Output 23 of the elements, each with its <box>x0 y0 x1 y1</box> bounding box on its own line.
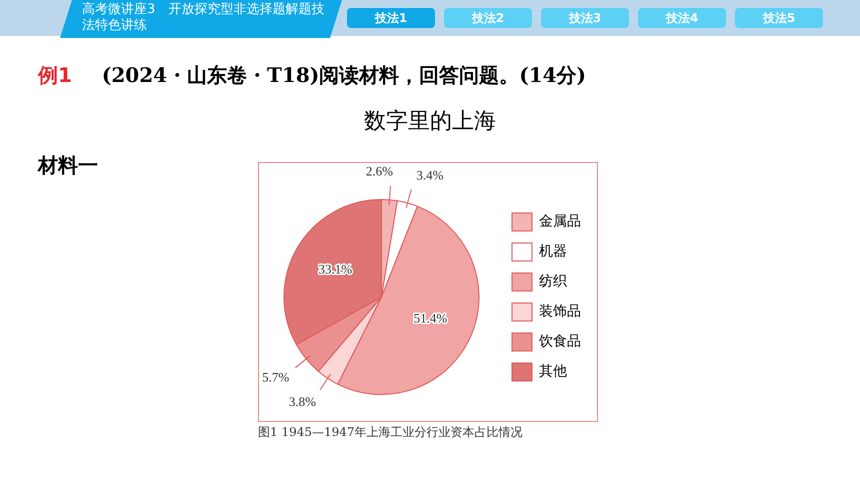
legend-label: 金属品 <box>539 214 581 230</box>
data-label: 51.4% <box>414 310 448 326</box>
text: 技法1 <box>347 8 435 28</box>
text: (2024・山东卷・T18)阅读材料，回答问题。(14分) <box>102 63 586 87</box>
legend-label: 装饰品 <box>539 304 581 320</box>
data-label: 5.7% <box>262 370 290 385</box>
text: 技法3 <box>541 8 629 28</box>
caption: 图1 1945—1947年上海工业分行业资本占比情况 <box>258 424 523 441</box>
legend-label: 机器 <box>539 244 567 260</box>
text: 例1 <box>38 63 72 87</box>
data-label: 3.4% <box>416 167 444 182</box>
text: 高考微讲座3 开放探究型非选择题解题技法特色讲练 <box>60 0 342 38</box>
legend-label: 纺织 <box>539 274 567 290</box>
text: 技法4 <box>638 8 726 28</box>
legend-label: 饮食品 <box>538 334 581 350</box>
legend-label: 其他 <box>539 364 567 380</box>
text: 技法5 <box>735 8 823 28</box>
data-label: 2.6% <box>366 163 394 178</box>
data-label: 3.8% <box>288 394 316 409</box>
text: 技法2 <box>444 8 532 28</box>
data-label: 33.1% <box>318 261 352 276</box>
text: 材料一 <box>38 152 98 179</box>
chart-title: 数字里的上海 <box>363 108 497 136</box>
